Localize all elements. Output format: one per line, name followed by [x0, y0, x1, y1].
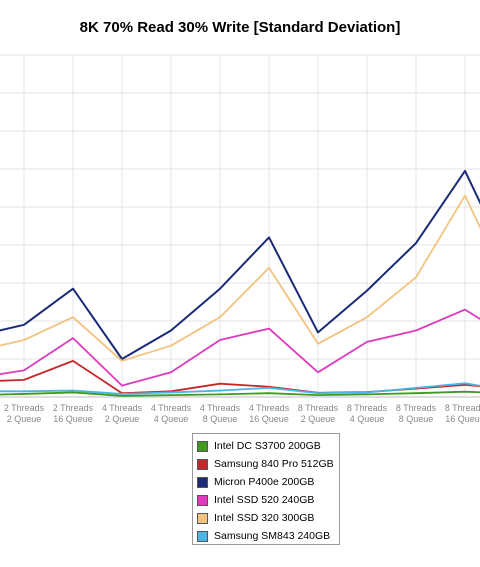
- x-tick-label: 4 Threads 16 Queue: [249, 403, 290, 424]
- series-line-0: [0, 390, 480, 397]
- legend-label: Intel SSD 320 300GB: [214, 512, 315, 524]
- x-tick-label: 4 Threads 8 Queue: [200, 403, 241, 424]
- legend-swatch: [197, 440, 208, 452]
- series-line-2: [0, 169, 480, 360]
- legend-item[interactable]: Micron P400e 200GB: [197, 473, 339, 491]
- legend-swatch: [197, 494, 208, 506]
- x-tick-label: 4 Threads 4 Queue: [151, 403, 192, 424]
- legend-swatch: [197, 512, 208, 524]
- x-tick-label: 2 Threads 16 Queue: [53, 403, 94, 424]
- x-tick-label: 8 Threads 2 Queue: [298, 403, 339, 424]
- legend-swatch: [197, 530, 208, 542]
- x-tick-label: 8 Threads 4 Queue: [347, 403, 388, 424]
- x-tick-label: 8 Threads 8 Queue: [396, 403, 437, 424]
- legend-label: Micron P400e 200GB: [214, 476, 315, 488]
- legend-swatch: [197, 476, 208, 488]
- legend-label: Intel SSD 520 240GB: [214, 494, 315, 506]
- legend-item[interactable]: Intel SSD 320 300GB: [197, 509, 339, 527]
- legend-item[interactable]: Intel SSD 520 240GB: [197, 491, 339, 509]
- series-line-4: [0, 194, 480, 362]
- legend-label: Samsung 840 Pro 512GB: [214, 458, 334, 470]
- series-line-3: [0, 308, 480, 387]
- x-tick-label: 4 Threads 2 Queue: [102, 403, 143, 424]
- legend-label: Samsung SM843 240GB: [214, 530, 331, 542]
- series-line-5: [0, 382, 480, 395]
- legend-item[interactable]: Samsung 840 Pro 512GB: [197, 455, 339, 473]
- legend-item[interactable]: Samsung SM843 240GB: [197, 527, 339, 545]
- legend-label: Intel DC S3700 200GB: [214, 440, 321, 452]
- legend-item[interactable]: Intel DC S3700 200GB: [197, 437, 339, 455]
- legend: Intel DC S3700 200GB Samsung 840 Pro 512G…: [192, 433, 340, 545]
- chart-title: 8K 70% Read 30% Write [Standard Deviatio…: [79, 19, 401, 36]
- legend-swatch: [197, 458, 208, 470]
- x-tick-label: 2 Threads 2 Queue: [4, 403, 45, 424]
